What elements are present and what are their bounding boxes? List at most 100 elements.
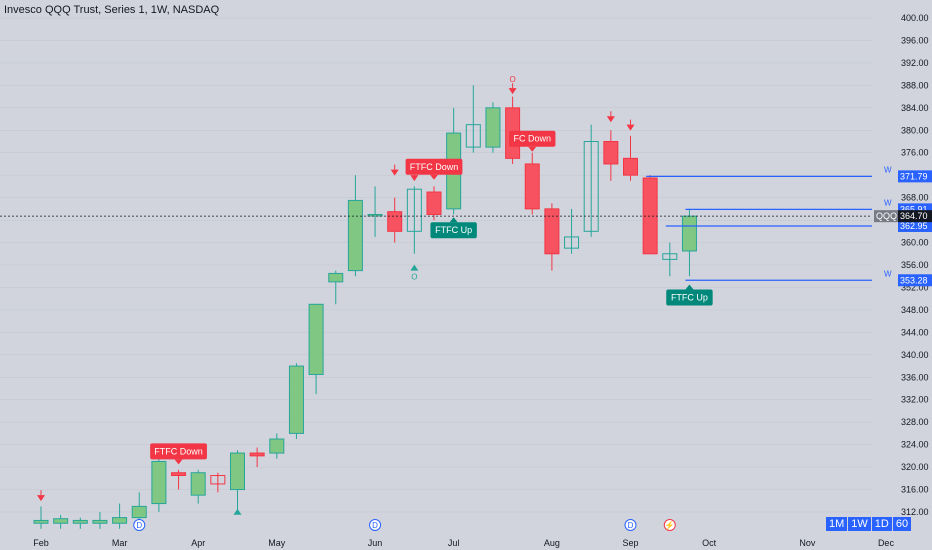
time-tick-label: Sep: [622, 538, 638, 548]
down-arrow-icon: [606, 116, 615, 123]
candle-body: [603, 141, 619, 165]
price-tick-label: 316.00: [901, 485, 929, 495]
candle-body: [387, 211, 403, 232]
candle-body: [426, 191, 442, 215]
price-tick-label: 328.00: [901, 417, 929, 427]
signal-label: FTFC Up: [671, 293, 708, 303]
signal-pointer: [174, 459, 183, 465]
candle-body: [230, 452, 245, 491]
price-tick-label: 360.00: [901, 238, 929, 248]
signal-badge: [509, 130, 556, 147]
time-tick-label: Aug: [544, 538, 560, 548]
candle-body: [72, 519, 88, 524]
price-tick-label: 344.00: [901, 327, 929, 337]
level-price-label: 365.91: [900, 204, 928, 214]
candle-body: [288, 365, 304, 434]
price-tick-label: 356.00: [901, 260, 929, 270]
event-label: ⚡: [665, 520, 675, 530]
signal-label: FTFC Down: [410, 162, 459, 172]
down-arrow-icon: [626, 124, 635, 131]
time-tick-label: May: [268, 538, 286, 548]
candle-body: [92, 519, 108, 524]
candle-body: [328, 272, 344, 283]
time-tick-label: Dec: [878, 538, 895, 548]
current-price-label: 364.70: [900, 211, 928, 221]
candle-body: [583, 141, 599, 232]
candle-body: [367, 213, 383, 217]
candle-body: [308, 303, 324, 375]
candle-body: [33, 519, 49, 524]
candle-body: [112, 517, 128, 524]
arrow-mark: O: [509, 75, 515, 84]
up-arrow-icon: [410, 264, 419, 271]
price-tick-label: 332.00: [901, 395, 929, 405]
timeframe-60-button[interactable]: 60: [892, 517, 912, 531]
price-tick-label: 392.00: [901, 58, 929, 68]
price-tick-label: 320.00: [901, 462, 929, 472]
candle-body: [171, 472, 187, 477]
signal-pointer: [449, 217, 458, 223]
level-price-badge: [898, 274, 932, 287]
candle-body: [347, 199, 363, 272]
down-arrow-icon: [508, 88, 517, 95]
chart-header: Invesco QQQ Trust, Series 1, 1W, NASDAQ: [4, 4, 220, 16]
level-price-label: 353.28: [900, 275, 928, 285]
level-price-label: 362.95: [900, 221, 928, 231]
price-tick-label: 396.00: [901, 35, 929, 45]
level-price-badge: [898, 170, 932, 183]
level-price-badge: [898, 219, 932, 232]
down-arrow-icon: [390, 169, 399, 176]
candle-body: [623, 157, 638, 176]
candle-body: [151, 460, 167, 505]
symbol-label: QQQ: [876, 211, 897, 221]
candle-body: [681, 215, 697, 252]
down-arrow-icon: [37, 495, 45, 502]
candle-body: [131, 505, 147, 519]
event-label: D: [628, 521, 634, 530]
signal-label: FTFC Down: [154, 446, 203, 456]
signal-pointer: [685, 284, 694, 290]
time-tick-label: Nov: [799, 538, 816, 548]
time-tick-label: Mar: [112, 538, 128, 548]
candle-body: [485, 107, 501, 148]
arrow-mark: O: [411, 273, 417, 282]
candle-body: [524, 163, 540, 210]
price-tick-label: 384.00: [901, 103, 929, 113]
symbol-badge: [874, 210, 898, 223]
level-tag: W: [884, 269, 892, 278]
level-tag: W: [884, 165, 892, 174]
signal-badge: [405, 158, 463, 175]
timeframe-bar: 1M 1W 1D 60: [826, 514, 912, 531]
candle-body: [190, 472, 206, 496]
candle-body: [53, 518, 69, 524]
time-tick-label: Feb: [33, 538, 49, 548]
split-icon: [663, 519, 676, 531]
candle-body: [544, 208, 560, 255]
time-tick-label: Jun: [368, 538, 383, 548]
signal-label: FTFC Up: [435, 225, 472, 235]
price-tick-label: 380.00: [901, 125, 929, 135]
candle-body: [210, 475, 226, 485]
level-tag: W: [884, 198, 892, 207]
event-label: D: [372, 521, 378, 530]
candle-body: [406, 188, 422, 232]
candle-body: [662, 253, 678, 260]
price-tick-label: 312.00: [901, 507, 929, 517]
time-tick-label: Oct: [702, 538, 717, 548]
timeframe-1m-button[interactable]: 1M: [826, 517, 848, 531]
candle-body: [564, 236, 580, 249]
timeframe-1d-button[interactable]: 1D: [871, 517, 892, 531]
signal-label: FC Down: [513, 134, 551, 144]
candle-body: [249, 452, 265, 457]
signal-badge: [150, 443, 207, 460]
time-tick-label: Jul: [448, 538, 460, 548]
price-tick-label: 400.00: [901, 13, 929, 23]
price-tick-label: 376.00: [901, 148, 929, 158]
dividend-icon: [369, 519, 382, 531]
dividend-icon: [133, 519, 146, 531]
signal-pointer: [430, 174, 438, 180]
candle-body: [465, 124, 481, 148]
timeframe-1w-button[interactable]: 1W: [848, 517, 871, 531]
